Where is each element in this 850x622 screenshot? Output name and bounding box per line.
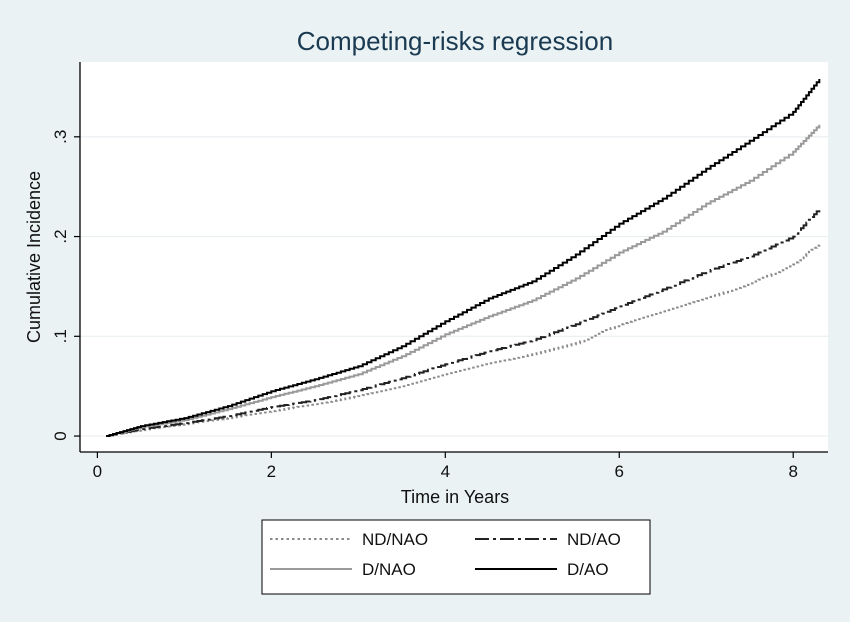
x-tick-label: 0 [93, 462, 102, 481]
legend-label: ND/AO [567, 530, 621, 549]
chart-title: Competing-risks regression [297, 26, 613, 56]
grid-lines [80, 136, 828, 437]
y-tick-label: .3 [51, 130, 70, 144]
series-line-d-ao [106, 79, 821, 437]
y-tick-label: .1 [51, 329, 70, 343]
y-tick-label: .2 [51, 229, 70, 243]
x-tick-label: 6 [615, 462, 624, 481]
x-tick-label: 4 [441, 462, 450, 481]
legend: ND/NAO ND/AO D/NAO D/AO [261, 519, 651, 595]
legend-label: D/NAO [362, 560, 416, 579]
legend-box [261, 519, 651, 595]
y-axis-title: Cumulative Incidence [24, 171, 44, 343]
series-line-d-nao [106, 124, 821, 437]
series-line-nd-ao [106, 208, 821, 437]
legend-label: D/AO [567, 560, 609, 579]
plot-area [80, 62, 828, 452]
series-line-nd-nao [106, 243, 821, 437]
x-tick-label: 2 [267, 462, 276, 481]
axes [79, 62, 828, 453]
y-tick-label: 0 [51, 431, 70, 440]
series-lines [106, 79, 821, 437]
legend-label: ND/NAO [362, 530, 428, 549]
axis-ticks: 0 .1 .2 .3 0 2 4 6 8 [51, 130, 798, 481]
x-axis-title: Time in Years [401, 487, 509, 507]
legend-items: ND/NAO ND/AO D/NAO D/AO [270, 530, 621, 579]
x-tick-label: 8 [788, 462, 797, 481]
